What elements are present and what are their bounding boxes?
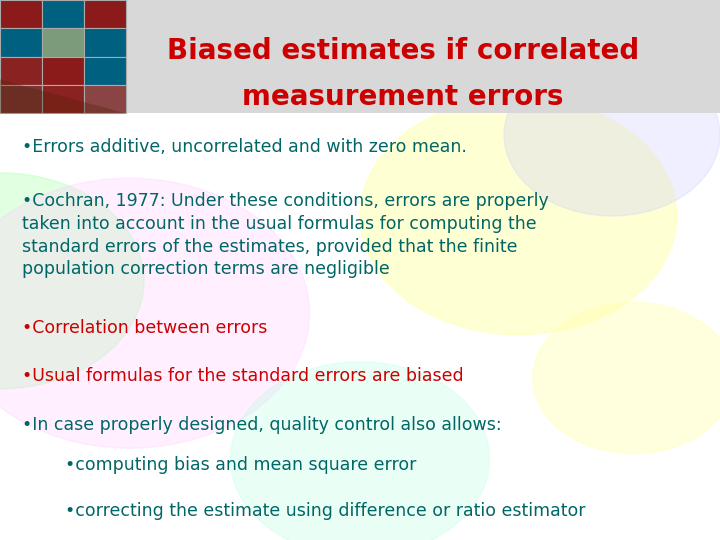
FancyBboxPatch shape: [42, 85, 84, 113]
Circle shape: [360, 97, 677, 335]
Circle shape: [504, 54, 720, 216]
Text: Biased estimates if correlated: Biased estimates if correlated: [167, 37, 639, 65]
Text: •computing bias and mean square error: •computing bias and mean square error: [65, 456, 416, 474]
FancyBboxPatch shape: [0, 28, 42, 57]
FancyBboxPatch shape: [84, 28, 126, 57]
Circle shape: [0, 178, 310, 448]
FancyBboxPatch shape: [0, 57, 42, 85]
Text: •Cochran, 1977: Under these conditions, errors are properly
taken into account i: •Cochran, 1977: Under these conditions, …: [22, 192, 549, 279]
FancyBboxPatch shape: [0, 0, 720, 113]
Polygon shape: [0, 79, 126, 113]
Circle shape: [0, 173, 144, 389]
FancyBboxPatch shape: [42, 57, 84, 85]
Text: •Usual formulas for the standard errors are biased: •Usual formulas for the standard errors …: [22, 367, 463, 385]
Circle shape: [230, 362, 490, 540]
FancyBboxPatch shape: [0, 0, 42, 28]
FancyBboxPatch shape: [84, 85, 126, 113]
Text: •Errors additive, uncorrelated and with zero mean.: •Errors additive, uncorrelated and with …: [22, 138, 467, 156]
FancyBboxPatch shape: [84, 57, 126, 85]
Circle shape: [533, 302, 720, 454]
FancyBboxPatch shape: [84, 0, 126, 28]
FancyBboxPatch shape: [42, 28, 84, 57]
Text: •Correlation between errors: •Correlation between errors: [22, 319, 267, 336]
Text: •correcting the estimate using difference or ratio estimator: •correcting the estimate using differenc…: [65, 502, 585, 520]
Text: measurement errors: measurement errors: [243, 83, 564, 111]
Text: •In case properly designed, quality control also allows:: •In case properly designed, quality cont…: [22, 416, 501, 434]
FancyBboxPatch shape: [42, 0, 84, 28]
FancyBboxPatch shape: [0, 85, 42, 113]
